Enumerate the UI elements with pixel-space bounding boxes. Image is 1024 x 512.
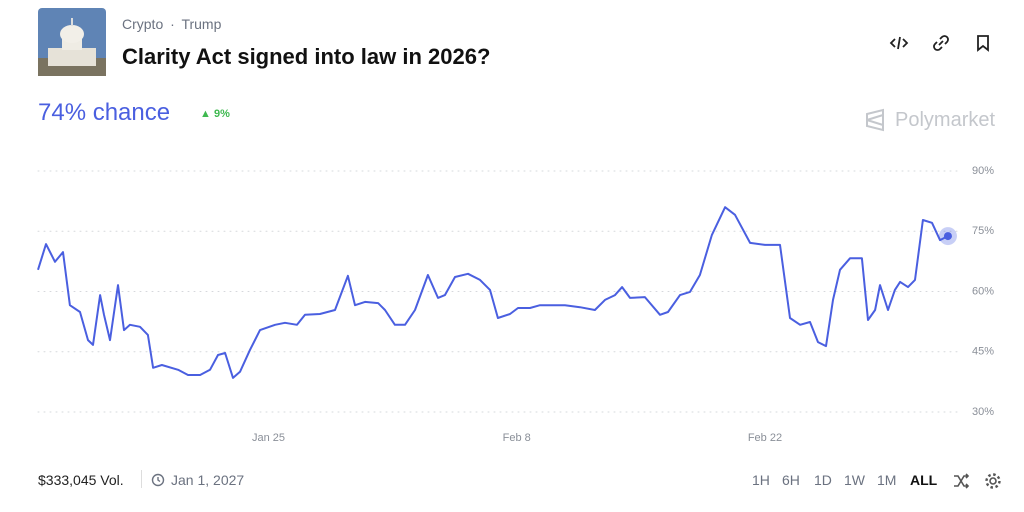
brand-logo [866,108,884,132]
end-date: Jan 1, 2027 [171,472,245,488]
y-tick-label: 45% [972,346,994,358]
y-tick-label: 60% [972,285,994,297]
clock-icon [151,473,165,487]
y-tick-label: 75% [972,225,994,237]
x-tick-label: Jan 25 [252,432,285,444]
range-button[interactable]: ALL [910,472,938,488]
range-button[interactable]: 1M [877,472,897,488]
volume: $333,045 Vol. [38,472,124,488]
range-button[interactable]: 1W [844,472,865,488]
end-dot [943,232,952,241]
market-image [38,8,106,76]
y-tick-label: 90% [972,165,994,177]
breadcrumb: Crypto · Trump [122,16,222,32]
price-line [37,206,949,379]
range-button[interactable]: 1H [752,472,770,488]
chance: 74% chance [38,99,171,126]
market-title: Clarity Act signed into law in 2026? [122,44,491,69]
category[interactable]: Crypto [122,16,164,32]
change: ▲ 9% [200,108,230,120]
range-button[interactable]: 1D [814,472,832,488]
divider [141,470,142,488]
bookmark-icon[interactable] [973,33,993,53]
embed-icon[interactable] [889,33,909,53]
x-tick-label: Feb 22 [748,432,782,444]
brand: Polymarket [895,109,996,131]
link-icon[interactable] [931,33,951,53]
y-tick-label: 30% [972,406,994,418]
range-button[interactable]: 6H [782,472,800,488]
x-tick-label: Feb 8 [503,432,531,444]
settings-icon[interactable] [983,471,1003,491]
subcategory[interactable]: Trump [181,16,222,32]
change-value: 9% [213,108,230,120]
shuffle-icon[interactable] [951,471,971,491]
